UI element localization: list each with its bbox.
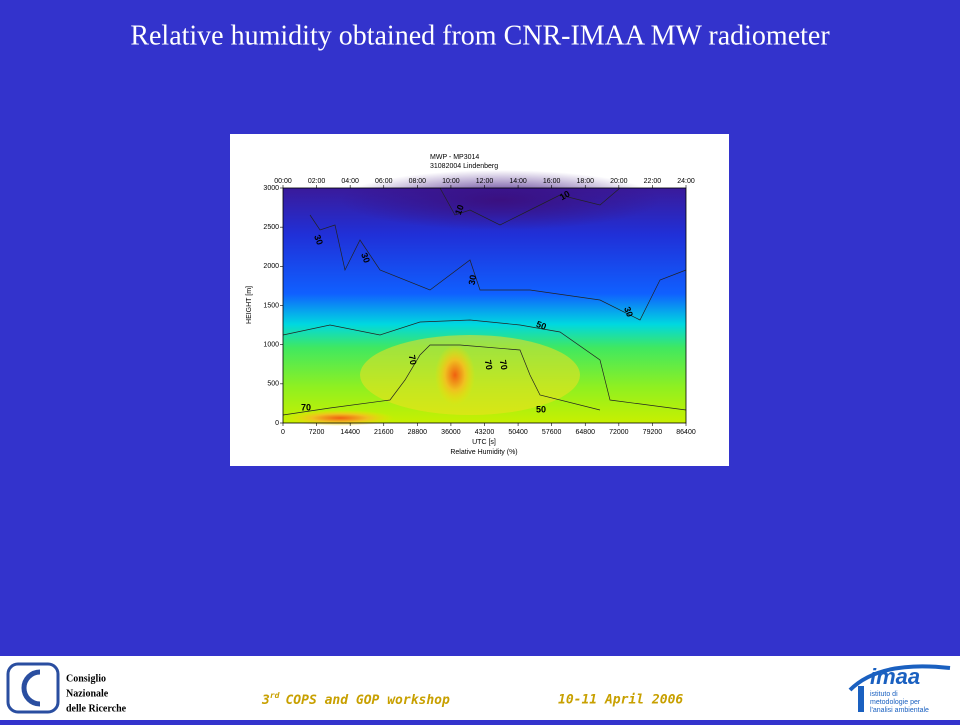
x2-tick-label: 16:00 <box>543 178 561 185</box>
logo-name: imaa <box>870 664 920 689</box>
x-tick-label: 64800 <box>576 429 596 436</box>
y-tick-label: 500 <box>267 381 279 388</box>
x2-tick-label: 02:00 <box>308 178 326 185</box>
x-tick-label: 0 <box>281 429 285 436</box>
x-tick-label: 86400 <box>676 429 696 436</box>
contour-label: 70 <box>407 354 419 366</box>
slide-title: Relative humidity obtained from CNR-IMAA… <box>130 20 830 51</box>
x-tick-label: 50400 <box>508 429 528 436</box>
event-dates: 10-11 April 2006 <box>558 693 683 708</box>
x-tick-label: 57600 <box>542 429 562 436</box>
y-tick-label: 1500 <box>263 302 279 309</box>
contour-label: 30 <box>312 233 325 246</box>
logo-text: l'analisi ambientale <box>870 707 929 714</box>
x-tick-label: 7200 <box>309 429 325 436</box>
imaa-logo <box>848 664 951 712</box>
event-line: 3rd COPS and GOP workshop <box>261 691 450 708</box>
contour-label: 70 <box>498 359 510 371</box>
contour-label: 10 <box>453 203 466 216</box>
x-tick-label: 14400 <box>340 429 360 436</box>
contour-label: 30 <box>467 274 479 286</box>
contour-label: 50 <box>535 319 548 332</box>
cnr-logo <box>6 662 60 714</box>
org-line: delle Ricerche <box>66 703 127 714</box>
x2-tick-label: 10:00 <box>442 178 460 185</box>
y-tick-label: 3000 <box>263 185 279 192</box>
x2-tick-label: 14:00 <box>509 178 527 185</box>
contour-label: 70 <box>301 402 311 412</box>
org-line: Consiglio <box>66 673 106 684</box>
logo-text: istituto di <box>870 691 898 698</box>
x-tick-label: 28800 <box>408 429 428 436</box>
event-suffix: rd <box>270 691 280 700</box>
y-tick-label: 0 <box>275 420 279 427</box>
y-tick-label: 2500 <box>263 224 279 231</box>
x-tick-label: 43200 <box>475 429 495 436</box>
x-tick-label: 21600 <box>374 429 394 436</box>
x2-tick-label: 06:00 <box>375 178 393 185</box>
org-line: Nazionale <box>66 688 109 699</box>
contour-label: 30 <box>359 251 372 264</box>
y-tick-label: 2000 <box>263 263 279 270</box>
contour-label: 70 <box>483 359 495 371</box>
x-tick-label: 36000 <box>441 429 461 436</box>
logo-text: metodologie per <box>870 699 921 706</box>
x2-tick-label: 18:00 <box>576 178 594 185</box>
x2-tick-label: 04:00 <box>341 178 359 185</box>
x2-tick-label: 08:00 <box>409 178 427 185</box>
contour-label: 30 <box>622 305 635 318</box>
event-ordinal: 3 <box>261 693 270 708</box>
heatmap-field <box>282 170 687 426</box>
footer <box>0 656 960 720</box>
x-tick-label: 72000 <box>609 429 629 436</box>
chart-subtitle: 31082004 Lindenberg <box>430 163 498 170</box>
contour-label: 10 <box>558 189 572 203</box>
y-axis-label: HEIGHT [m] <box>246 286 253 324</box>
x2-tick-label: 22:00 <box>644 178 662 185</box>
colorbar-label: Relative Humidity (%) <box>450 449 517 456</box>
event-name: COPS and GOP workshop <box>285 693 450 708</box>
x-axis-label: UTC [s] <box>472 439 496 446</box>
y-tick-label: 1000 <box>263 342 279 349</box>
x-tick-label: 79200 <box>643 429 663 436</box>
x2-tick-label: 12:00 <box>476 178 494 185</box>
contour-label: 50 <box>536 404 546 414</box>
x2-tick-label: 20:00 <box>610 178 628 185</box>
x2-tick-label: 00:00 <box>274 178 292 185</box>
x2-tick-label: 24:00 <box>677 178 695 185</box>
chart-title: MWP - MP3014 <box>430 154 479 161</box>
